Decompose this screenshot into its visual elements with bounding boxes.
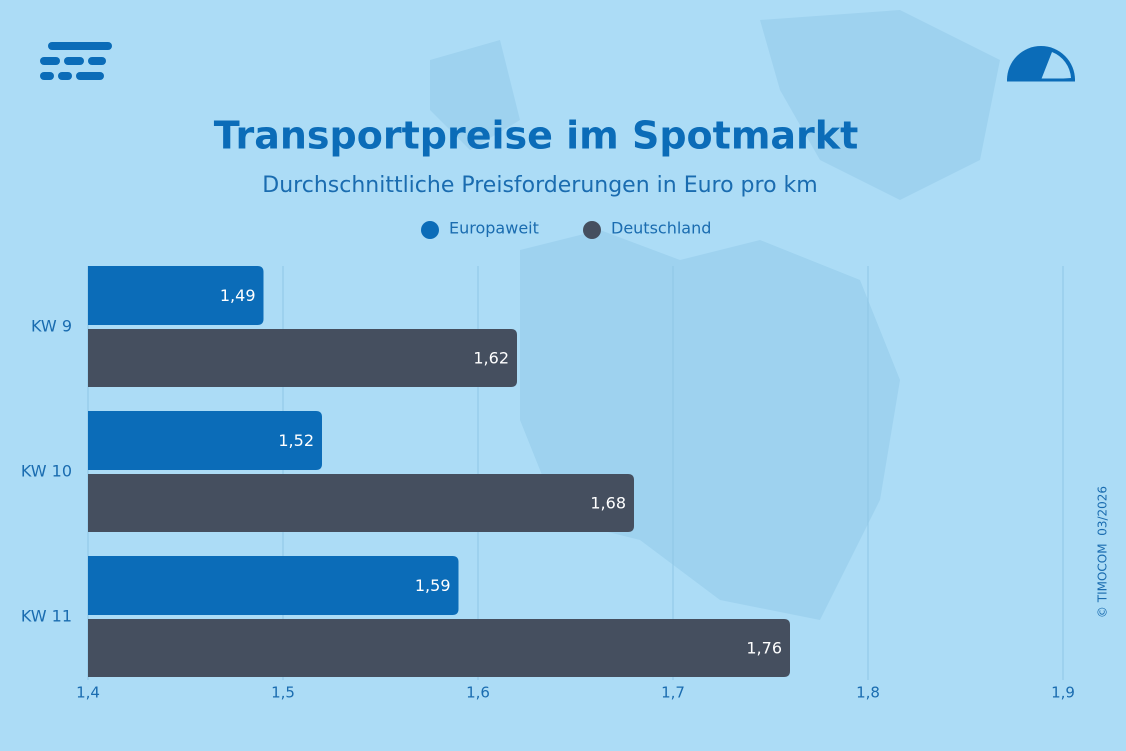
value-label: 1,52: [278, 431, 314, 450]
logo: [40, 42, 112, 80]
bar: [88, 411, 322, 470]
y-tick-label: KW 11: [21, 607, 72, 626]
gauge-icon: [1007, 46, 1075, 82]
value-label: 1,62: [473, 349, 509, 368]
value-label: 1,59: [415, 576, 451, 595]
bar: [88, 556, 459, 615]
bar: [88, 266, 264, 325]
bar: [88, 474, 634, 532]
legend-marker: [583, 221, 601, 239]
x-tick-label: 1,6: [466, 684, 490, 702]
bar: [88, 619, 790, 677]
chart-title: Transportpreise im Spotmarkt: [214, 114, 858, 158]
y-tick-label: KW 10: [21, 462, 72, 481]
legend-label: Deutschland: [611, 219, 711, 238]
x-tick-label: 1,8: [856, 684, 880, 702]
y-tick-label: KW 9: [31, 317, 72, 336]
legend-label: Europaweit: [449, 219, 539, 238]
legend-marker: [421, 221, 439, 239]
value-label: 1,68: [590, 494, 626, 513]
x-tick-label: 1,5: [271, 684, 295, 702]
chart-subtitle: Durchschnittliche Preisforderungen in Eu…: [262, 173, 817, 198]
value-label: 1,49: [220, 286, 256, 305]
bar: [88, 329, 517, 387]
x-tick-label: 1,4: [76, 684, 100, 702]
x-tick-label: 1,9: [1051, 684, 1075, 702]
x-tick-label: 1,7: [661, 684, 685, 702]
copyright: © TIMOCOM 03/2026: [1096, 486, 1110, 618]
value-label: 1,76: [746, 639, 782, 658]
